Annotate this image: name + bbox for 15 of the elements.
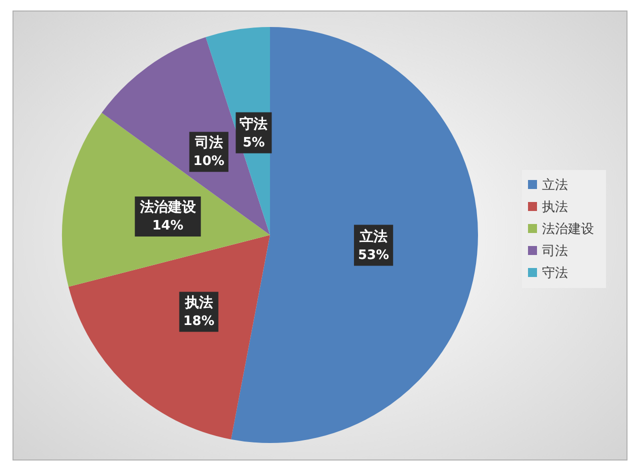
slice-label: 法治建设	[138, 200, 197, 216]
legend-label: 立法	[542, 177, 568, 193]
slice-label: 立法	[358, 228, 388, 245]
slice-label: 执法	[184, 294, 213, 311]
slice-label: 守法	[240, 115, 268, 132]
legend-label: 守法	[542, 266, 568, 281]
slice-label: 司法	[194, 134, 223, 151]
legend-label: 法治建设	[542, 222, 594, 237]
legend-label: 执法	[542, 200, 568, 215]
data-label: 53%	[358, 248, 390, 263]
data-label: 5%	[242, 135, 265, 150]
data-label: 18%	[183, 314, 214, 329]
data-label: 14%	[152, 218, 184, 234]
legend-label: 司法	[542, 244, 568, 259]
data-label: 10%	[193, 154, 224, 169]
